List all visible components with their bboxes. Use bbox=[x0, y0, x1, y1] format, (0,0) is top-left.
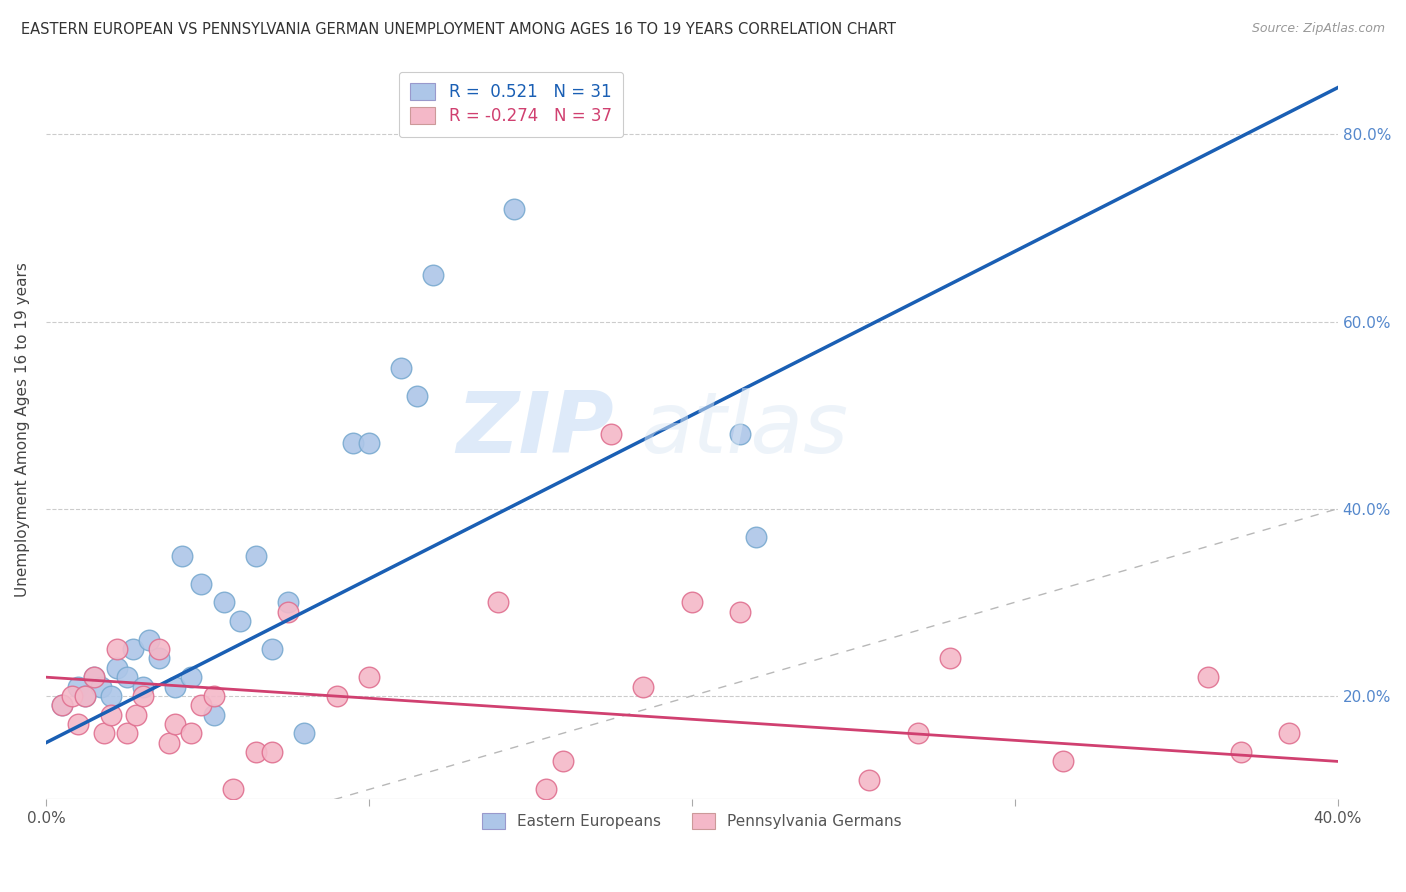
Point bbox=[422, 268, 444, 282]
Point bbox=[165, 717, 187, 731]
Point bbox=[245, 745, 267, 759]
Point bbox=[939, 651, 962, 665]
Point bbox=[170, 549, 193, 563]
Point bbox=[357, 436, 380, 450]
Point bbox=[245, 549, 267, 563]
Point bbox=[1052, 755, 1074, 769]
Text: Source: ZipAtlas.com: Source: ZipAtlas.com bbox=[1251, 22, 1385, 36]
Point bbox=[115, 726, 138, 740]
Point bbox=[486, 595, 509, 609]
Point bbox=[100, 707, 122, 722]
Point bbox=[357, 670, 380, 684]
Point bbox=[858, 773, 880, 788]
Text: EASTERN EUROPEAN VS PENNSYLVANIA GERMAN UNEMPLOYMENT AMONG AGES 16 TO 19 YEARS C: EASTERN EUROPEAN VS PENNSYLVANIA GERMAN … bbox=[21, 22, 896, 37]
Point bbox=[122, 642, 145, 657]
Point bbox=[389, 361, 412, 376]
Point bbox=[180, 670, 202, 684]
Point bbox=[325, 689, 347, 703]
Point bbox=[745, 530, 768, 544]
Point bbox=[1278, 726, 1301, 740]
Point bbox=[115, 670, 138, 684]
Point bbox=[73, 689, 96, 703]
Point bbox=[228, 614, 250, 628]
Point bbox=[67, 680, 90, 694]
Point bbox=[83, 670, 105, 684]
Text: ZIP: ZIP bbox=[457, 388, 614, 471]
Point bbox=[202, 707, 225, 722]
Point bbox=[138, 632, 160, 647]
Point bbox=[132, 689, 155, 703]
Point bbox=[90, 680, 112, 694]
Point bbox=[60, 689, 83, 703]
Point bbox=[73, 689, 96, 703]
Point bbox=[1198, 670, 1220, 684]
Point bbox=[51, 698, 73, 713]
Point bbox=[105, 642, 128, 657]
Point bbox=[83, 670, 105, 684]
Point bbox=[277, 595, 299, 609]
Text: atlas: atlas bbox=[640, 388, 848, 471]
Point bbox=[260, 642, 283, 657]
Point bbox=[202, 689, 225, 703]
Y-axis label: Unemployment Among Ages 16 to 19 years: Unemployment Among Ages 16 to 19 years bbox=[15, 261, 30, 597]
Point bbox=[100, 689, 122, 703]
Point bbox=[148, 642, 170, 657]
Point bbox=[633, 680, 655, 694]
Point bbox=[907, 726, 929, 740]
Point bbox=[157, 736, 180, 750]
Point bbox=[551, 755, 574, 769]
Point bbox=[132, 680, 155, 694]
Point bbox=[67, 717, 90, 731]
Point bbox=[190, 698, 212, 713]
Point bbox=[93, 726, 115, 740]
Point bbox=[180, 726, 202, 740]
Point bbox=[342, 436, 364, 450]
Point bbox=[1229, 745, 1251, 759]
Point bbox=[222, 782, 245, 797]
Point bbox=[190, 576, 212, 591]
Point bbox=[728, 426, 751, 441]
Point bbox=[292, 726, 315, 740]
Point bbox=[51, 698, 73, 713]
Point bbox=[105, 661, 128, 675]
Point bbox=[728, 605, 751, 619]
Point bbox=[600, 426, 623, 441]
Legend: Eastern Europeans, Pennsylvania Germans: Eastern Europeans, Pennsylvania Germans bbox=[477, 807, 908, 836]
Point bbox=[148, 651, 170, 665]
Point bbox=[212, 595, 235, 609]
Point bbox=[503, 202, 526, 217]
Point bbox=[277, 605, 299, 619]
Point bbox=[406, 389, 429, 403]
Point bbox=[260, 745, 283, 759]
Point bbox=[536, 782, 558, 797]
Point bbox=[125, 707, 148, 722]
Point bbox=[165, 680, 187, 694]
Point bbox=[681, 595, 703, 609]
